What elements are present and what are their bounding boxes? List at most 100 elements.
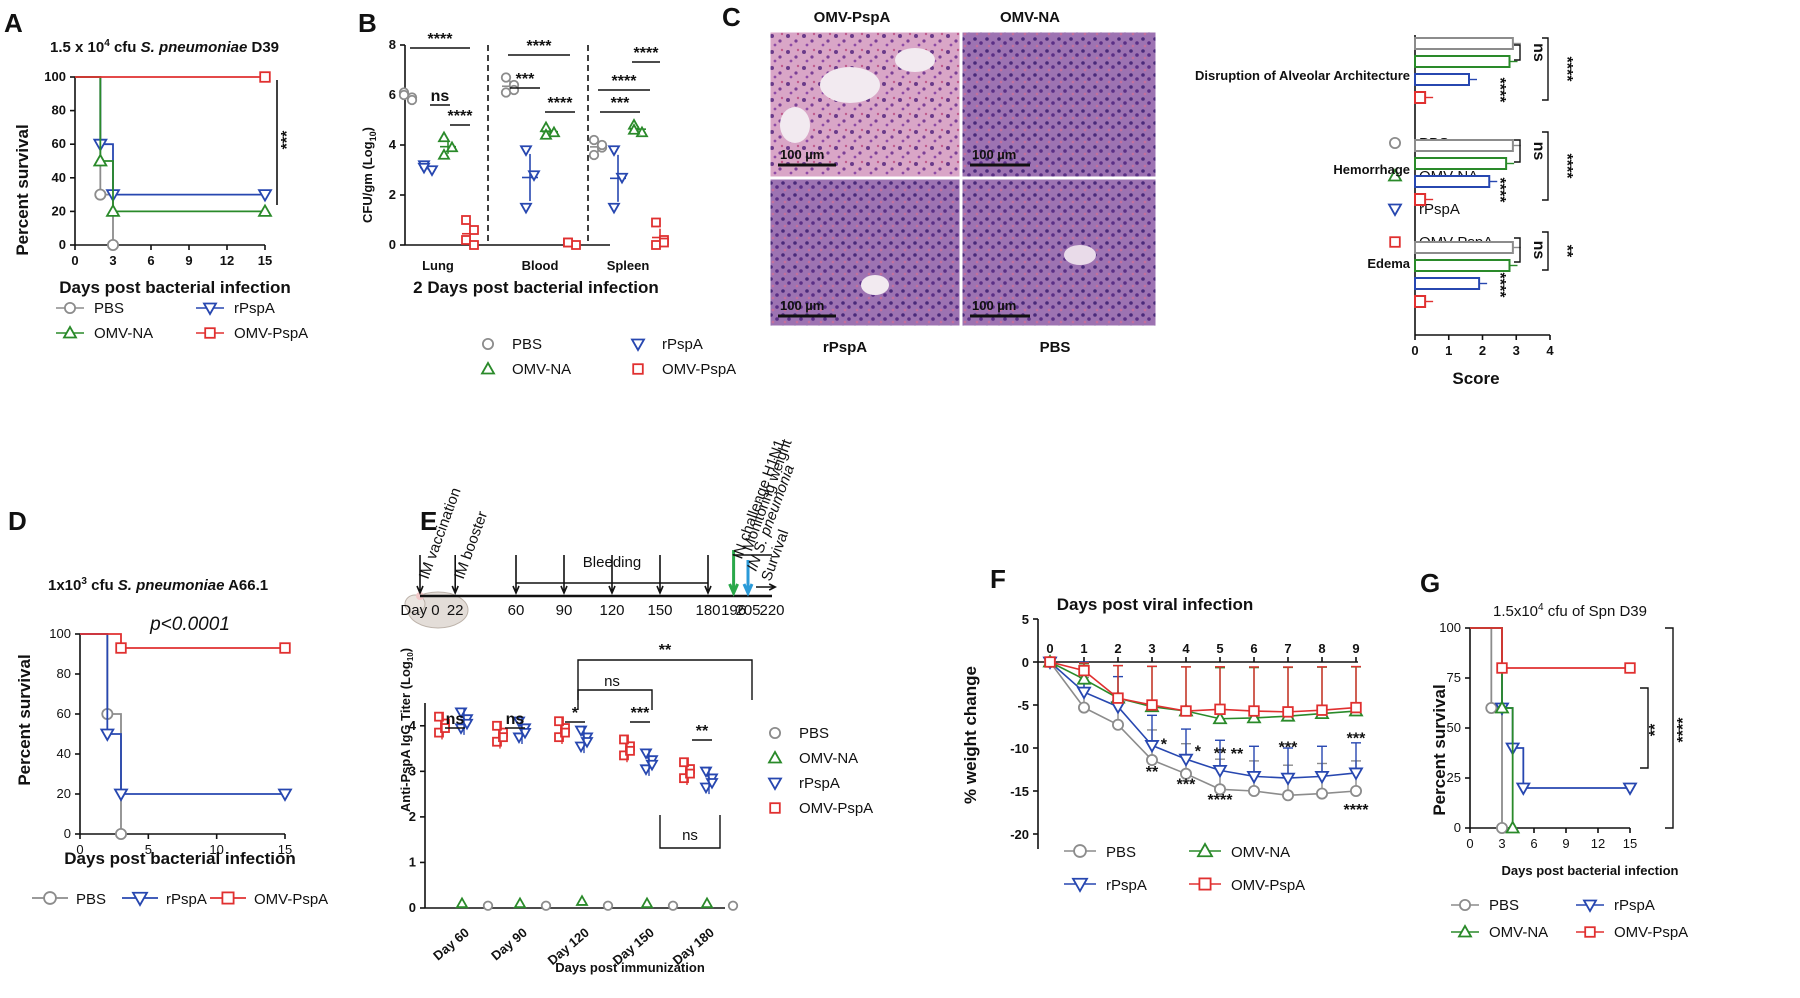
panel-a-ylabel: Percent survival xyxy=(13,124,32,255)
timeline-arrow xyxy=(560,555,568,596)
scale-label: 100 µm xyxy=(972,147,1016,162)
legend-marker xyxy=(202,302,218,316)
histology-image-pbs xyxy=(961,178,1157,327)
panel-a-xlabel: Days post bacterial infection xyxy=(59,278,290,297)
y-tick-label: 100 xyxy=(49,626,71,641)
histology-image-rpspa xyxy=(769,178,961,327)
legend-marker xyxy=(767,777,783,791)
legend-marker xyxy=(1582,899,1598,913)
survival-marker xyxy=(1496,662,1508,674)
panel-d-pvalue: p<0.0001 xyxy=(149,614,230,635)
significance-label: ** xyxy=(1647,723,1664,736)
data-point xyxy=(540,900,552,911)
data-point xyxy=(1214,703,1226,716)
y-tick-label: 20 xyxy=(57,786,71,801)
x-tick-label: 9 xyxy=(1562,836,1569,851)
panel-g-title: 1.5x104 cfu of Spn D39 xyxy=(1493,602,1647,620)
x-tick-label: 6 xyxy=(1250,641,1257,656)
y-tick-label: 1 xyxy=(409,854,416,869)
data-point xyxy=(1246,770,1262,785)
legend-marker xyxy=(64,301,77,314)
data-point xyxy=(434,711,444,722)
survival-line-rpspa xyxy=(75,76,265,196)
panel-d-xlabel: Days post bacterial infection xyxy=(64,849,295,868)
legend-label: PBS xyxy=(512,336,542,353)
legend-label: OMV-PspA xyxy=(254,891,328,908)
data-point xyxy=(1144,740,1160,754)
survival-marker xyxy=(99,728,115,742)
legend-marker xyxy=(204,327,216,339)
category-label: Hemorrhage xyxy=(1333,162,1410,177)
x-tick-label: 3 xyxy=(1148,641,1155,656)
significance-bracket xyxy=(1514,237,1521,263)
data-point xyxy=(640,896,654,909)
timeline-arrow xyxy=(608,555,616,596)
significance-label: **** xyxy=(1558,154,1575,180)
data-point xyxy=(1180,767,1193,780)
panel-f-title: Days post viral infection xyxy=(1057,595,1254,614)
significance-label: *** xyxy=(516,71,535,88)
significance-bracket xyxy=(1514,139,1521,163)
y-tick-label: 0 xyxy=(1454,820,1461,835)
data-point xyxy=(619,734,629,745)
y-tick-label: 40 xyxy=(57,746,71,761)
timeline-day-label: Day 0 xyxy=(400,602,439,619)
data-point xyxy=(461,215,471,225)
significance-bracket xyxy=(1542,131,1549,201)
x-tick-label: 3 xyxy=(1498,836,1505,851)
legend-label: OMV-NA xyxy=(799,750,858,767)
timeline-day-label: 150 xyxy=(647,602,672,619)
timeline-event-label: IM booster xyxy=(451,509,491,581)
panel-letter-g: G xyxy=(1420,568,1440,598)
data-point xyxy=(1282,706,1294,718)
score-bar-rpspa xyxy=(1414,73,1470,86)
x-tick-label: 15 xyxy=(1623,836,1637,851)
legend-marker xyxy=(1387,203,1403,217)
histology-grid xyxy=(769,31,1157,327)
data-point xyxy=(398,89,410,101)
significance-label: * xyxy=(1195,744,1202,761)
legend-label: OMV-NA xyxy=(1231,844,1290,861)
panel-d-title: 1x103 cfu S. pneumoniae A66.1 xyxy=(48,576,268,594)
timeline-arrow xyxy=(416,555,424,596)
histology-label-rpspa: rPspA xyxy=(823,339,867,356)
panel-letter-b: B xyxy=(358,8,377,38)
weight-line-pbs xyxy=(1049,661,1357,797)
panel-e-ylabel: Anti-PspA IgG Titer (Log10) xyxy=(398,648,415,812)
x-tick-label: 5 xyxy=(1216,641,1223,656)
legend-marker xyxy=(1196,842,1214,858)
weight-line-omv-na xyxy=(1049,661,1357,720)
score-bar-pbs xyxy=(1414,241,1514,254)
timeline-arrow-h1n1 xyxy=(728,550,739,597)
timeline-day-label: 220 xyxy=(759,602,784,619)
timeline-arrow-spn xyxy=(742,560,754,597)
data-point xyxy=(1246,710,1262,724)
timeline-day-label: 180 xyxy=(695,602,720,619)
histology-image-omv-na xyxy=(961,31,1157,178)
score-bar-rpspa xyxy=(1414,277,1481,290)
data-point xyxy=(1212,764,1228,779)
y-tick-label: 2 xyxy=(389,187,396,202)
x-tick-label: 0 xyxy=(1411,343,1418,358)
score-bar-omv-na xyxy=(1414,55,1511,68)
panel-g-xlabel: Days post bacterial infection xyxy=(1502,863,1679,878)
y-tick-label: 100 xyxy=(1439,620,1461,635)
significance-label: ** xyxy=(1231,746,1244,763)
survival-marker xyxy=(1622,782,1638,796)
timeline-arrow-survival xyxy=(756,583,777,591)
data-point xyxy=(607,145,621,157)
y-tick-label: -20 xyxy=(1010,827,1029,842)
y-tick-label: 50 xyxy=(1447,720,1461,735)
legend-label: OMV-NA xyxy=(1489,924,1548,941)
legend-marker xyxy=(1389,136,1402,149)
y-tick-label: 100 xyxy=(44,69,66,84)
data-point xyxy=(1178,753,1194,767)
significance-label: ns xyxy=(1530,43,1547,62)
x-tick-label: 9 xyxy=(185,253,192,268)
data-point xyxy=(1112,718,1125,731)
panel-letter-a: A xyxy=(4,8,23,38)
x-tick-label: 3 xyxy=(109,253,116,268)
data-point xyxy=(554,716,564,727)
